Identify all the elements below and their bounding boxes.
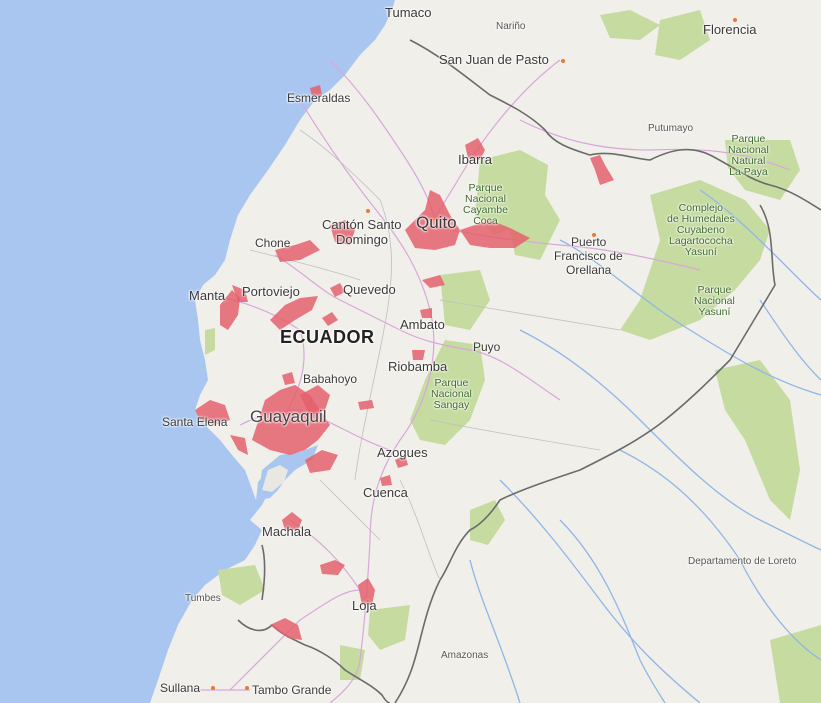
- label-puerto-fo-1[interactable]: Puerto: [571, 235, 607, 249]
- label-guayaquil[interactable]: Guayaquil: [250, 407, 327, 426]
- park-areas: [205, 10, 821, 703]
- label-portoviejo[interactable]: Portoviejo: [242, 284, 300, 299]
- highlight-esmeraldas: [310, 85, 322, 96]
- label-puerto-fo-3[interactable]: Orellana: [566, 263, 612, 277]
- highlight-putumayo: [590, 155, 614, 185]
- label-cuenca[interactable]: Cuenca: [363, 485, 408, 500]
- highlight-south: [270, 618, 302, 640]
- highlight-quevedo: [330, 283, 345, 297]
- highlight-milagro: [305, 450, 338, 473]
- label-ambato[interactable]: Ambato: [400, 317, 445, 332]
- highlight-chone: [275, 240, 320, 262]
- label-puerto-fo-2[interactable]: Francisco de: [554, 249, 623, 263]
- label-tumbes[interactable]: Tumbes: [185, 593, 221, 604]
- label-pasto[interactable]: San Juan de Pasto: [439, 52, 549, 67]
- quito-dot: [432, 218, 436, 222]
- highlight-portoviejo: [270, 296, 318, 330]
- tambo-grande-dot: [245, 686, 249, 690]
- highlight-santo-domingo: [330, 220, 355, 245]
- label-sullana[interactable]: Sullana: [160, 681, 201, 695]
- label-park-la-paya: Parque Nacional Natural La Paya: [728, 133, 769, 179]
- highlight-ibarra: [465, 138, 485, 160]
- label-loreto: Departamento de Loreto: [688, 556, 797, 567]
- roads: [159, 59, 791, 703]
- highlight-manta-2: [232, 285, 248, 302]
- label-santo-domingo-2[interactable]: Domingo: [336, 232, 389, 247]
- highlight-loja: [358, 578, 375, 605]
- province-borders: [249, 129, 621, 581]
- label-quevedo[interactable]: Quevedo: [343, 282, 396, 297]
- label-loja[interactable]: Loja: [352, 598, 377, 613]
- highlight-coca: [460, 220, 530, 248]
- highlight-azogues: [395, 455, 408, 468]
- label-machala[interactable]: Machala: [262, 524, 312, 539]
- highlight-babahoyo: [282, 372, 295, 385]
- country-borders: [237, 39, 821, 703]
- label-ibarra[interactable]: Ibarra: [458, 152, 492, 167]
- highlight-central: [322, 312, 338, 326]
- highlight-manta: [220, 290, 240, 330]
- highlight-babahoyo-east: [358, 400, 374, 410]
- highlight-machala: [282, 512, 302, 530]
- florencia-dot: [733, 18, 737, 22]
- label-park-yasuni: Parque Nacional Yasuní: [694, 284, 735, 319]
- label-park-cayambe: Parque Nacional Cayambe Coca: [463, 182, 508, 228]
- label-park-sangay: Parque Nacional Sangay: [431, 377, 472, 412]
- label-narino: Nariño: [496, 21, 526, 32]
- label-puyo[interactable]: Puyo: [473, 340, 501, 354]
- label-chone[interactable]: Chone: [255, 236, 291, 250]
- label-amazonas: Amazonas: [441, 650, 489, 661]
- label-riobamba[interactable]: Riobamba: [388, 359, 448, 374]
- highlight-ambato-2: [420, 308, 432, 318]
- label-azogues[interactable]: Azogues: [377, 445, 428, 460]
- sullana-dot: [211, 686, 215, 690]
- puna-island: [262, 465, 288, 492]
- highlight-santa-elena-2: [230, 435, 248, 455]
- santo-domingo-dot: [366, 209, 370, 213]
- label-florencia[interactable]: Florencia: [703, 22, 757, 37]
- highlight-cuenca: [380, 475, 392, 486]
- highlighted-regions: [195, 85, 614, 640]
- highlight-riobamba: [412, 350, 425, 360]
- label-babahoyo[interactable]: Babahoyo: [303, 372, 358, 386]
- label-tumaco[interactable]: Tumaco: [385, 5, 432, 20]
- label-manta[interactable]: Manta: [189, 288, 226, 303]
- highlight-santa-elena: [195, 400, 230, 425]
- highlight-ambato: [422, 275, 445, 288]
- highlight-sur-costa: [320, 560, 345, 575]
- land-mass: [150, 0, 821, 703]
- label-tambo-grande[interactable]: Tambo Grande: [252, 683, 332, 697]
- highlight-guayaquil-2: [300, 385, 330, 415]
- puerto-fo-dot: [592, 233, 596, 237]
- label-park-cuyabeno: Complejo de Humedales Cuyabeno Lagartococha…: [667, 202, 735, 259]
- rivers: [469, 189, 821, 703]
- label-country: ECUADOR: [280, 327, 375, 347]
- pasto-dot: [561, 59, 565, 63]
- label-santa-elena[interactable]: Santa Elena: [162, 415, 228, 429]
- label-quito[interactable]: Quito: [416, 213, 457, 232]
- label-esmeraldas[interactable]: Esmeraldas: [287, 91, 351, 105]
- label-putumayo: Putumayo: [648, 123, 694, 134]
- label-santo-domingo-1[interactable]: Cantón Santo: [322, 217, 402, 232]
